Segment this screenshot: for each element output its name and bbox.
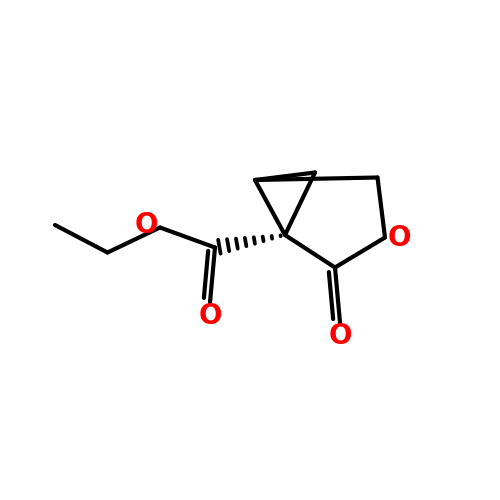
Text: O: O xyxy=(198,302,222,330)
Text: O: O xyxy=(328,322,352,350)
Text: O: O xyxy=(134,211,158,239)
Text: O: O xyxy=(387,224,411,252)
